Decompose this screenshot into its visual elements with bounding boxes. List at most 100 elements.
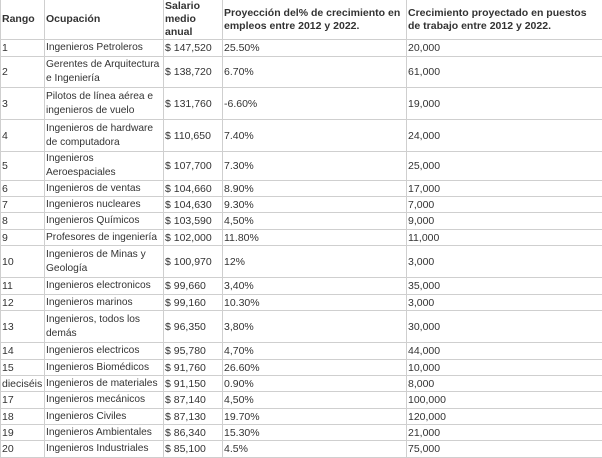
table-cell: $ 104,660 bbox=[164, 181, 223, 197]
table-cell: 19.70% bbox=[223, 409, 407, 425]
table-cell: 12% bbox=[223, 246, 407, 278]
table-cell: $ 99,160 bbox=[164, 295, 223, 311]
table-cell: 8.90% bbox=[223, 181, 407, 197]
table-cell: 4.5% bbox=[223, 441, 407, 458]
table-cell: $ 138,720 bbox=[164, 57, 223, 88]
table-cell: 120,000 bbox=[407, 409, 602, 425]
table-cell: 4,50% bbox=[223, 392, 407, 409]
table-cell: 100,000 bbox=[407, 392, 602, 409]
table-cell: $ 102,000 bbox=[164, 230, 223, 246]
table-cell: $ 85,100 bbox=[164, 441, 223, 458]
table-cell: $ 103,590 bbox=[164, 213, 223, 230]
table-cell: 25,000 bbox=[407, 152, 602, 181]
table-cell: 1 bbox=[1, 40, 45, 57]
table-cell: $ 91,760 bbox=[164, 360, 223, 376]
table-cell: Profesores de ingeniería bbox=[45, 230, 164, 246]
table-cell: 3,80% bbox=[223, 311, 407, 343]
table-cell: 9.30% bbox=[223, 197, 407, 213]
header-cell: Proyección del% de crecimiento en empleo… bbox=[223, 0, 407, 40]
table-cell: $ 107,700 bbox=[164, 152, 223, 181]
table-cell: Ingenieros, todos los demás bbox=[45, 311, 164, 343]
header-cell: Rango bbox=[1, 0, 45, 40]
table-cell: 8,000 bbox=[407, 376, 602, 392]
table-cell: 35,000 bbox=[407, 278, 602, 295]
table-cell: 14 bbox=[1, 343, 45, 360]
table-cell: 8 bbox=[1, 213, 45, 230]
table-cell: $ 110,650 bbox=[164, 120, 223, 152]
table-cell: Ingenieros Químicos bbox=[45, 213, 164, 230]
table-cell: Ingenieros Aeroespaciales bbox=[45, 152, 164, 181]
table-cell: 6.70% bbox=[223, 57, 407, 88]
table-cell: 30,000 bbox=[407, 311, 602, 343]
table-cell: Pilotos de línea aérea e ingenieros de v… bbox=[45, 88, 164, 120]
table-cell: 7.40% bbox=[223, 120, 407, 152]
header-cell: Crecimiento proyectado en puestos de tra… bbox=[407, 0, 602, 40]
table-cell: 10 bbox=[1, 246, 45, 278]
table-cell: Ingenieros de Minas y Geología bbox=[45, 246, 164, 278]
table-cell: 17 bbox=[1, 392, 45, 409]
table-cell: 3,000 bbox=[407, 295, 602, 311]
table-cell: 3 bbox=[1, 88, 45, 120]
table-cell: 0.90% bbox=[223, 376, 407, 392]
table-cell: 26.60% bbox=[223, 360, 407, 376]
table-cell: 3,40% bbox=[223, 278, 407, 295]
table-cell: Ingenieros de ventas bbox=[45, 181, 164, 197]
header-cell: Salario medio anual bbox=[164, 0, 223, 40]
table-cell: 7,000 bbox=[407, 197, 602, 213]
table-cell: Ingenieros Industriales bbox=[45, 441, 164, 458]
table-cell: 4,70% bbox=[223, 343, 407, 360]
table-cell: Ingenieros Ambientales bbox=[45, 425, 164, 441]
table-cell: 17,000 bbox=[407, 181, 602, 197]
table-cell: 61,000 bbox=[407, 57, 602, 88]
table-cell: Ingenieros de materiales bbox=[45, 376, 164, 392]
table-cell: 2 bbox=[1, 57, 45, 88]
table-cell: $ 96,350 bbox=[164, 311, 223, 343]
table-cell: Ingenieros mecánicos bbox=[45, 392, 164, 409]
table-cell: Ingenieros de hardware de computadora bbox=[45, 120, 164, 152]
table-cell: 5 bbox=[1, 152, 45, 181]
table-cell: 15.30% bbox=[223, 425, 407, 441]
table-cell: 9 bbox=[1, 230, 45, 246]
table-cell: 10.30% bbox=[223, 295, 407, 311]
table-cell: 20 bbox=[1, 441, 45, 458]
table-cell: -6.60% bbox=[223, 88, 407, 120]
table-cell: 9,000 bbox=[407, 213, 602, 230]
table-cell: 11.80% bbox=[223, 230, 407, 246]
table-cell: dieciséis bbox=[1, 376, 45, 392]
header-cell: Ocupación bbox=[45, 0, 164, 40]
table-cell: Ingenieros nucleares bbox=[45, 197, 164, 213]
table-cell: 7 bbox=[1, 197, 45, 213]
table-cell: 20,000 bbox=[407, 40, 602, 57]
table-cell: 21,000 bbox=[407, 425, 602, 441]
table-cell: 18 bbox=[1, 409, 45, 425]
table-cell: $ 87,140 bbox=[164, 392, 223, 409]
table-cell: 11,000 bbox=[407, 230, 602, 246]
table-cell: 13 bbox=[1, 311, 45, 343]
table-cell: Ingenieros Petroleros bbox=[45, 40, 164, 57]
table-cell: 4,50% bbox=[223, 213, 407, 230]
table-cell: $ 147,520 bbox=[164, 40, 223, 57]
table-cell: 75,000 bbox=[407, 441, 602, 458]
table-cell: Ingenieros Biomédicos bbox=[45, 360, 164, 376]
table-cell: 6 bbox=[1, 181, 45, 197]
table-cell: 19 bbox=[1, 425, 45, 441]
